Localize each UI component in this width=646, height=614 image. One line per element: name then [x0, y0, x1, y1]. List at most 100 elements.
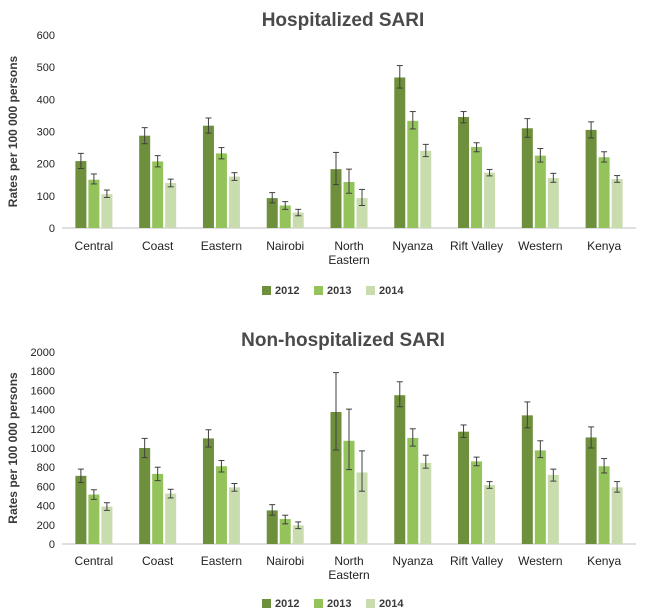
- x-category-label: Nyanza: [392, 239, 433, 253]
- legend-swatch-2013: [314, 286, 323, 295]
- bar-2013: [152, 473, 164, 544]
- bar-2012: [585, 129, 597, 228]
- bar-2012: [202, 438, 214, 544]
- y-tick-label: 600: [37, 30, 55, 42]
- legend-swatch-2014: [366, 286, 375, 295]
- bar-2014: [356, 472, 368, 544]
- bar-2012: [585, 437, 597, 544]
- bar-2014: [292, 525, 304, 544]
- bar-2012: [266, 510, 278, 544]
- y-tick-label: 500: [37, 62, 55, 74]
- legend-label: 2012: [275, 598, 299, 610]
- bar-2014: [356, 198, 368, 228]
- bar-2013: [471, 461, 483, 544]
- bar-2012: [75, 161, 87, 228]
- x-category-label: Kenya: [587, 554, 621, 568]
- bar-2014: [228, 176, 240, 228]
- bar-2013: [343, 182, 355, 228]
- bar-2012: [139, 448, 151, 544]
- bar-2012: [139, 135, 151, 228]
- bar-2014: [101, 506, 113, 544]
- bar-2014: [165, 182, 177, 228]
- bar-2014: [611, 487, 623, 544]
- x-category-label: Western: [518, 239, 562, 253]
- bar-2013: [407, 437, 419, 544]
- y-tick-label: 300: [37, 127, 55, 139]
- bar-2013: [598, 466, 610, 544]
- x-category-label: Central: [75, 554, 114, 568]
- bar-2013: [534, 155, 546, 228]
- x-category-label: Eastern: [328, 568, 369, 582]
- y-tick-label: 600: [37, 481, 55, 493]
- bar-2012: [521, 415, 533, 544]
- y-axis-label: Rates per 100 000 persons: [6, 55, 20, 207]
- legend-label: 2012: [275, 285, 299, 297]
- bar-2014: [484, 172, 496, 228]
- bar-2012: [330, 169, 342, 228]
- bar-2012: [394, 77, 406, 229]
- legend-swatch-2012: [262, 286, 271, 295]
- y-tick-label: 0: [49, 539, 55, 551]
- y-tick-label: 1400: [31, 405, 55, 417]
- bar-2014: [420, 462, 432, 544]
- x-category-label: Nyanza: [392, 554, 433, 568]
- legend-label: 2013: [327, 598, 351, 610]
- x-category-label: Eastern: [328, 253, 369, 267]
- legend-label: 2014: [379, 598, 404, 610]
- y-tick-label: 800: [37, 462, 55, 474]
- y-tick-label: 1000: [31, 443, 55, 455]
- x-category-label: Nairobi: [266, 239, 304, 253]
- bar-2013: [152, 161, 164, 228]
- bar-2013: [215, 466, 227, 544]
- y-tick-label: 200: [37, 520, 55, 532]
- x-category-label: North: [334, 239, 363, 253]
- y-tick-label: 400: [37, 94, 55, 106]
- bar-2013: [215, 153, 227, 228]
- y-tick-label: 400: [37, 501, 55, 513]
- x-category-label: Rift Valley: [450, 239, 503, 253]
- bar-2014: [292, 212, 304, 228]
- legend-swatch-2014: [366, 599, 375, 608]
- y-tick-label: 0: [49, 223, 55, 235]
- x-category-label: Eastern: [201, 554, 242, 568]
- bar-2012: [202, 125, 214, 228]
- bar-2013: [88, 179, 100, 228]
- bar-2013: [279, 519, 291, 544]
- y-tick-label: 1600: [31, 385, 55, 397]
- bar-2013: [343, 440, 355, 544]
- bar-2014: [165, 493, 177, 544]
- bar-2014: [420, 150, 432, 228]
- bar-2014: [484, 484, 496, 544]
- x-category-label: Western: [518, 554, 562, 568]
- x-category-label: Nairobi: [266, 554, 304, 568]
- y-tick-label: 1800: [31, 366, 55, 378]
- bar-2012: [75, 475, 87, 544]
- bar-2014: [611, 179, 623, 228]
- bar-2014: [228, 487, 240, 544]
- bar-2012: [266, 198, 278, 228]
- legend-label: 2013: [327, 285, 351, 297]
- chart-title: Hospitalized SARI: [262, 10, 425, 31]
- legend-swatch-2012: [262, 599, 271, 608]
- bar-2014: [101, 194, 113, 228]
- y-tick-label: 1200: [31, 424, 55, 436]
- y-tick-label: 2000: [31, 347, 55, 359]
- bar-2013: [407, 120, 419, 228]
- x-category-label: Coast: [142, 554, 174, 568]
- bar-2012: [458, 431, 470, 544]
- y-tick-label: 200: [37, 159, 55, 171]
- bar-2012: [330, 412, 342, 544]
- x-category-label: Kenya: [587, 239, 621, 253]
- x-category-label: Eastern: [201, 239, 242, 253]
- y-axis-label: Rates per 100 000 persons: [6, 372, 20, 524]
- x-category-label: Coast: [142, 239, 174, 253]
- x-category-label: North: [334, 554, 363, 568]
- legend-label: 2014: [379, 285, 404, 297]
- bar-2013: [279, 205, 291, 228]
- x-category-label: Rift Valley: [450, 554, 503, 568]
- legend-swatch-2013: [314, 599, 323, 608]
- bar-2012: [394, 395, 406, 544]
- bar-2014: [547, 474, 559, 544]
- bar-2014: [547, 178, 559, 228]
